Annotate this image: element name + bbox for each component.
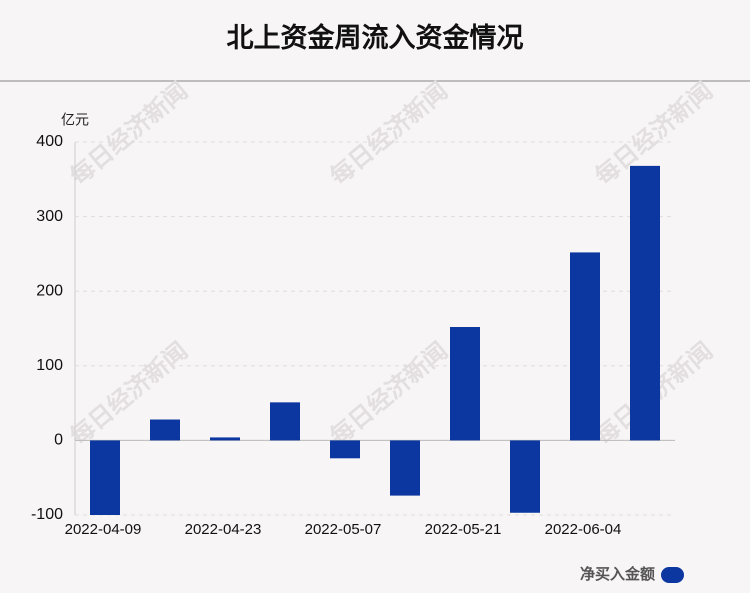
x-tick-label: 2022-04-23	[185, 521, 262, 538]
bar	[210, 437, 240, 441]
bar	[450, 327, 480, 441]
y-tick-label: 400	[36, 133, 63, 150]
bar	[510, 440, 540, 513]
y-tick-label: 300	[36, 208, 63, 225]
legend-label: 净买入金额	[580, 565, 655, 583]
x-tick-label: 2022-04-09	[65, 521, 142, 538]
bar	[390, 440, 420, 496]
bar	[330, 440, 360, 459]
x-tick-label: 2022-06-04	[545, 521, 622, 538]
x-tick-label: 2022-05-07	[305, 521, 382, 538]
bar	[270, 402, 300, 441]
bar	[90, 440, 120, 515]
bar	[150, 419, 180, 441]
x-tick-label: 2022-05-21	[425, 521, 502, 538]
y-tick-label: 0	[54, 432, 63, 449]
y-tick-label: -100	[31, 506, 63, 523]
chart-title: 北上资金周流入资金情况	[227, 22, 524, 53]
y-tick-label: 200	[36, 282, 63, 299]
y-axis-label: 亿元	[61, 112, 89, 128]
bar	[570, 252, 600, 441]
bar	[630, 165, 660, 441]
y-tick-label: 100	[36, 357, 63, 374]
legend-swatch	[661, 567, 684, 583]
